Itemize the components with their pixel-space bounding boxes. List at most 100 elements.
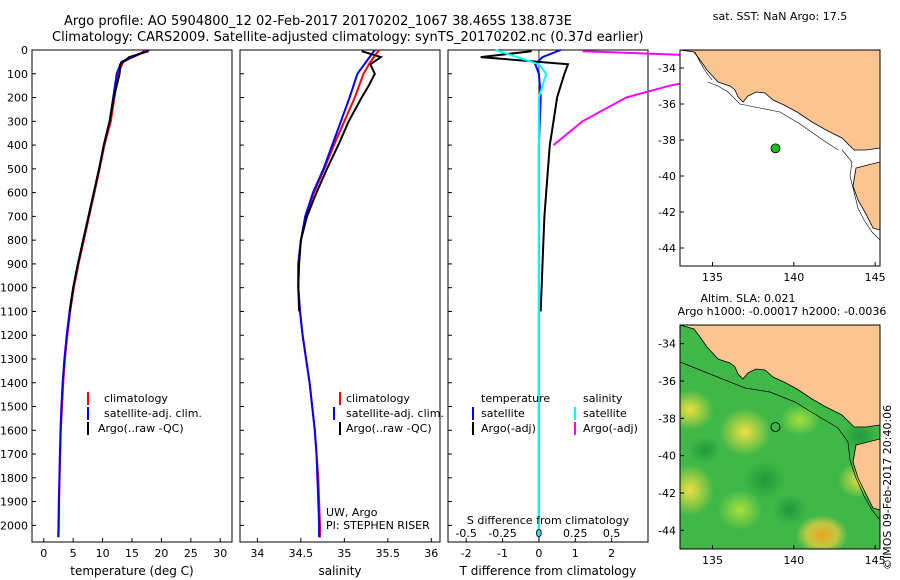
sla-low-anomaly [743,460,787,500]
top-tick-label: 0.25 [563,527,588,540]
sla-low-anomaly [772,494,808,526]
temperature-panel-frame [31,49,233,543]
sst-float-marker [770,143,781,154]
series-s-satellite [494,49,548,538]
title-line-2: Climatology: CARS2009. Satellite-adjuste… [52,30,644,45]
y-tick-label: 1700 [0,448,28,461]
map-x-tick-label: 145 [865,271,886,284]
y-tick-label: 1300 [0,353,28,366]
x-tick-label: 34.5 [289,547,314,560]
legend-label-s-argo: Argo(-adj) [583,422,638,435]
legend-label-climatology: climatology [104,392,168,405]
y-tick-label: 2000 [0,519,28,532]
y-tick-label: 1100 [0,305,28,318]
salinity-panel-frame [239,49,441,543]
difference-legend: temperature salinity satellite Argo(-adj… [472,392,638,435]
series-climatology [297,49,380,538]
map-x-tick-label: 145 [865,554,886,567]
sla-land-mainland [680,325,880,428]
temperature-series [57,49,150,538]
map-y-tick-label: -38 [658,134,676,147]
annotation-line-1: UW, Argo [326,506,378,519]
sla-high-anomaly [719,408,771,456]
top-tick-label: -0.5 [455,527,476,540]
x-tick-label: 0 [535,547,542,560]
y-tick-label: 300 [7,115,28,128]
difference-top-label: S difference from climatology [467,514,630,527]
y-tick-label: 1800 [0,472,28,485]
series-t-argo-adj [480,50,570,312]
sla-high-anomaly [680,390,714,430]
y-tick-label: 800 [7,234,28,247]
sst-shelf-contour [694,51,713,81]
sla-mid-anomaly [718,490,762,530]
x-tick-label: 30 [213,547,227,560]
x-tick-label: 20 [154,547,168,560]
x-tick-label: 0 [40,547,47,560]
map-y-tick-label: -34 [658,338,676,351]
map-y-tick-label: -42 [658,206,676,219]
title-line-1: Argo profile: AO 5904800_12 02-Feb-2017 … [64,14,572,29]
salinity-legend: climatology satellite-adj. clim. Argo(..… [326,392,444,532]
y-tick-label: 1500 [0,401,28,414]
legend-label-argo: Argo(..raw -QC) [346,422,432,435]
map-y-tick-label: -38 [658,412,676,425]
sst-map-frame [679,49,881,267]
sla-high-anomaly [680,464,714,516]
sla-map-frame [679,324,881,550]
top-tick-label: 0.5 [603,527,621,540]
depth-axis: 0 100 200 300 400 500 600 700 800 900 1000 1100 1200… [0,44,452,532]
y-tick-label: 400 [7,139,28,152]
y-tick-label: 1900 [0,496,28,509]
sla-contour [680,361,880,521]
legend-header-temperature: temperature [481,392,550,405]
y-tick-label: 600 [7,187,28,200]
x-tick-label: 2 [608,547,615,560]
sla-peak-anomaly [796,515,848,549]
legend-label-satellite: satellite-adj. clim. [346,407,444,420]
y-tick-label: 0 [21,44,28,57]
difference-xlabel: T difference from climatology [459,564,637,578]
legend-label-satellite: satellite-adj. clim. [104,407,202,420]
sst-map-axes: 135 140 145 -34 -36 -38 -40 -42 -44 [658,62,886,284]
legend-label-t-argo: Argo(-adj) [481,422,536,435]
x-tick-label: 35.5 [376,547,401,560]
series-argo-raw-qc [297,50,384,312]
x-tick-label: 34 [250,547,264,560]
y-tick-label: 1400 [0,377,28,390]
y-tick-label: 700 [7,210,28,223]
y-tick-label: 500 [7,163,28,176]
sst-map-title: sat. SST: NaN Argo: 17.5 [713,10,847,23]
series-satellite-adj-clim [297,49,376,538]
y-tick-label: 200 [7,92,28,105]
sla-float-marker [770,422,781,432]
sla-land-tasmania [852,438,880,511]
map-y-tick-label: -44 [658,242,676,255]
salinity-x-axis: 34 34.5 35 35.5 36 [250,538,438,560]
map-y-tick-label: -34 [658,62,676,75]
sla-low-anomaly [689,436,721,464]
map-x-tick-label: 135 [702,271,723,284]
y-tick-label: 1000 [0,282,28,295]
difference-panel-frame [447,49,649,543]
y-tick-label: 100 [7,68,28,81]
sla-mid-anomaly [780,404,820,436]
x-tick-label: -2 [461,547,472,560]
x-tick-label: 25 [184,547,198,560]
x-tick-label: -1 [497,547,508,560]
legend-label-t-satellite: satellite [481,407,525,420]
map-y-tick-label: -44 [658,524,676,537]
difference-x-axis: -2 -1 0 1 2 [461,538,615,560]
sla-map-title-1: Altim. SLA: 0.021 [700,292,795,305]
y-tick-label: 1200 [0,329,28,342]
y-tick-label: 1600 [0,424,28,437]
sla-map-axes: 135 140 145 -34 -36 -38 -40 -42 -44 [658,338,886,567]
legend-label-argo: Argo(..raw -QC) [98,422,184,435]
x-tick-label: 36 [424,547,438,560]
map-x-tick-label: 135 [702,554,723,567]
annotation-line-2: PI: STEPHEN RISER [326,519,430,532]
sst-land-mainland [680,50,880,151]
series-argo-raw-qc [68,50,149,312]
legend-label-climatology: climatology [346,392,410,405]
